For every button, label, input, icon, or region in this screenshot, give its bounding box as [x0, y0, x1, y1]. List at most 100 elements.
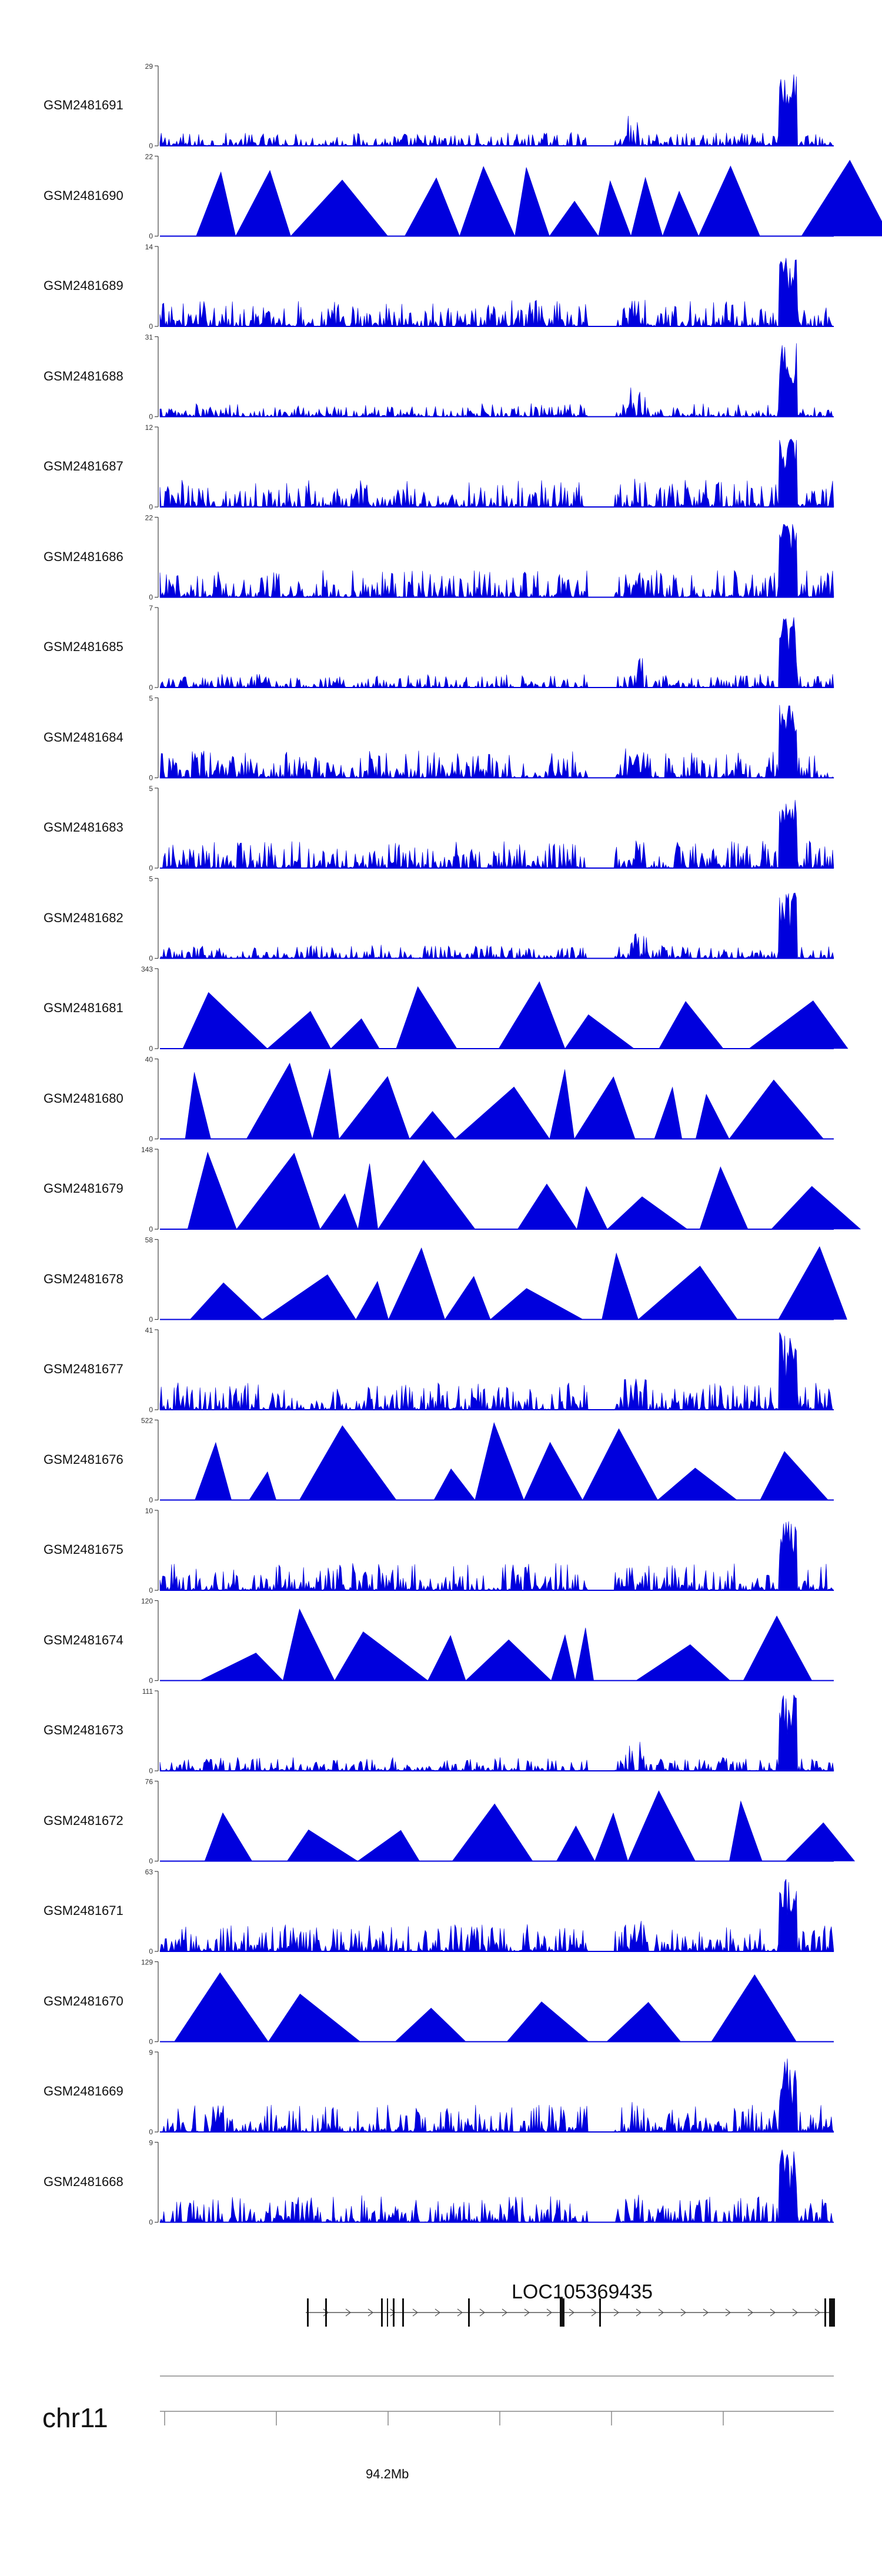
y-min-label: 0 [149, 1586, 153, 1594]
coverage-area [159, 524, 834, 598]
gene-exon [824, 2298, 826, 2327]
y-min-label: 0 [149, 683, 153, 692]
coverage-area [160, 1790, 856, 1862]
coverage-area [159, 1694, 834, 1772]
y-min-label: 0 [149, 413, 153, 421]
y-max-label: 40 [145, 1056, 153, 1064]
track-label-GSM2481688: GSM2481688 [44, 368, 123, 383]
strand-arrow [636, 2308, 642, 2317]
y-min-label: 0 [149, 2218, 153, 2227]
track-label-GSM2481679: GSM2481679 [44, 1181, 123, 1196]
track-GSM2481672: 76 0 [145, 1778, 856, 1866]
track-GSM2481675: 10 0 [145, 1507, 834, 1594]
y-min-label: 0 [149, 774, 153, 782]
strand-arrow [502, 2308, 508, 2317]
y-max-label: 9 [149, 2048, 153, 2057]
strand-arrow [680, 2308, 687, 2317]
y-min-label: 0 [149, 2128, 153, 2136]
coverage-area [160, 1152, 861, 1230]
strand-arrow [323, 2308, 329, 2317]
strand-arrow [814, 2308, 821, 2317]
track-label-GSM2481674: GSM2481674 [44, 1632, 123, 1647]
coverage-area [159, 258, 834, 328]
y-min-label: 0 [149, 864, 153, 872]
y-min-label: 0 [149, 1496, 153, 1504]
strand-arrow [569, 2308, 575, 2317]
coverage-area [159, 343, 834, 418]
track-GSM2481688: 31 0 [145, 333, 834, 421]
y-min-label: 0 [149, 955, 153, 963]
strand-arrow [725, 2308, 731, 2317]
track-label-GSM2481689: GSM2481689 [44, 278, 123, 293]
strand-arrow [524, 2308, 530, 2317]
gene-exon [829, 2298, 835, 2327]
y-max-label: 5 [149, 875, 153, 883]
strand-arrow [457, 2308, 463, 2317]
y-min-label: 0 [149, 1767, 153, 1775]
y-max-label: 29 [145, 62, 153, 71]
strand-arrow [792, 2308, 799, 2317]
y-max-label: 14 [145, 243, 153, 251]
strand-arrow [613, 2308, 620, 2317]
y-max-label: 5 [149, 695, 153, 703]
coverage-area [160, 1609, 834, 1681]
gene-exon [307, 2298, 309, 2327]
y-max-label: 9 [149, 2139, 153, 2147]
track-GSM2481681: 343 0 [141, 965, 848, 1053]
gene-exon [402, 2298, 404, 2327]
track-label-GSM2481676: GSM2481676 [44, 1451, 123, 1467]
coverage-area [160, 1422, 834, 1501]
gene-exon [599, 2298, 601, 2327]
track-label-GSM2481685: GSM2481685 [44, 639, 123, 654]
track-GSM2481691: 29 0 [145, 62, 834, 150]
track-GSM2481680: 40 0 [145, 1056, 834, 1143]
track-GSM2481669: 90 [149, 2048, 834, 2136]
y-max-label: 120 [141, 1597, 153, 1606]
gene-exon [325, 2298, 327, 2327]
strand-arrow [368, 2308, 374, 2317]
track-GSM2481673: 111 0 [142, 1687, 834, 1775]
x-axis-tick-label-94.2Mb: 94.2Mb [366, 2467, 409, 2481]
track-GSM2481683: 50 [149, 785, 834, 872]
gene-name-label: LOC105369435 [512, 2281, 653, 2303]
track-GSM2481684: 50 [149, 695, 834, 782]
coverage-area [159, 74, 834, 147]
y-max-label: 111 [142, 1687, 153, 1696]
track-label-GSM2481670: GSM2481670 [44, 1993, 123, 2008]
track-label-GSM2481682: GSM2481682 [44, 910, 123, 925]
track-label-GSM2481668: GSM2481668 [44, 2174, 123, 2189]
strand-arrow [770, 2308, 776, 2317]
track-GSM2481671: 63 0 [145, 1868, 834, 1956]
y-max-label: 10 [145, 1507, 153, 1515]
track-GSM2481685: 70 [149, 604, 834, 692]
track-GSM2481670: 129 0 [141, 1958, 834, 2046]
coverage-area [159, 1332, 834, 1411]
track-label-GSM2481675: GSM2481675 [44, 1542, 123, 1557]
track-label-GSM2481671: GSM2481671 [44, 1903, 123, 1918]
y-min-label: 0 [149, 1857, 153, 1866]
track-label-GSM2481677: GSM2481677 [44, 1362, 123, 1376]
gene-exon [393, 2298, 395, 2327]
strand-arrow [479, 2308, 486, 2317]
track-GSM2481677: 41 0 [145, 1326, 834, 1414]
coverage-area [159, 1521, 834, 1591]
coverage-area [160, 981, 848, 1049]
track-label-GSM2481681: GSM2481681 [44, 1000, 123, 1015]
strand-arrow [435, 2308, 441, 2317]
gene-exon [468, 2298, 470, 2327]
y-min-label: 0 [149, 1045, 153, 1053]
track-GSM2481674: 120 0 [141, 1597, 834, 1685]
track-GSM2481678: 58 0 [145, 1236, 847, 1324]
y-min-label: 0 [149, 503, 153, 511]
track-label-GSM2481673: GSM2481673 [44, 1723, 123, 1737]
coverage-area [160, 1063, 834, 1140]
genomic-axis [160, 2375, 834, 2425]
track-label-GSM2481672: GSM2481672 [44, 1813, 123, 1828]
y-min-label: 0 [149, 593, 153, 602]
track-label-GSM2481684: GSM2481684 [44, 729, 123, 745]
y-max-label: 22 [145, 514, 153, 522]
strand-arrow [703, 2308, 709, 2317]
y-max-label: 522 [141, 1417, 153, 1425]
gene-exon [387, 2298, 388, 2327]
